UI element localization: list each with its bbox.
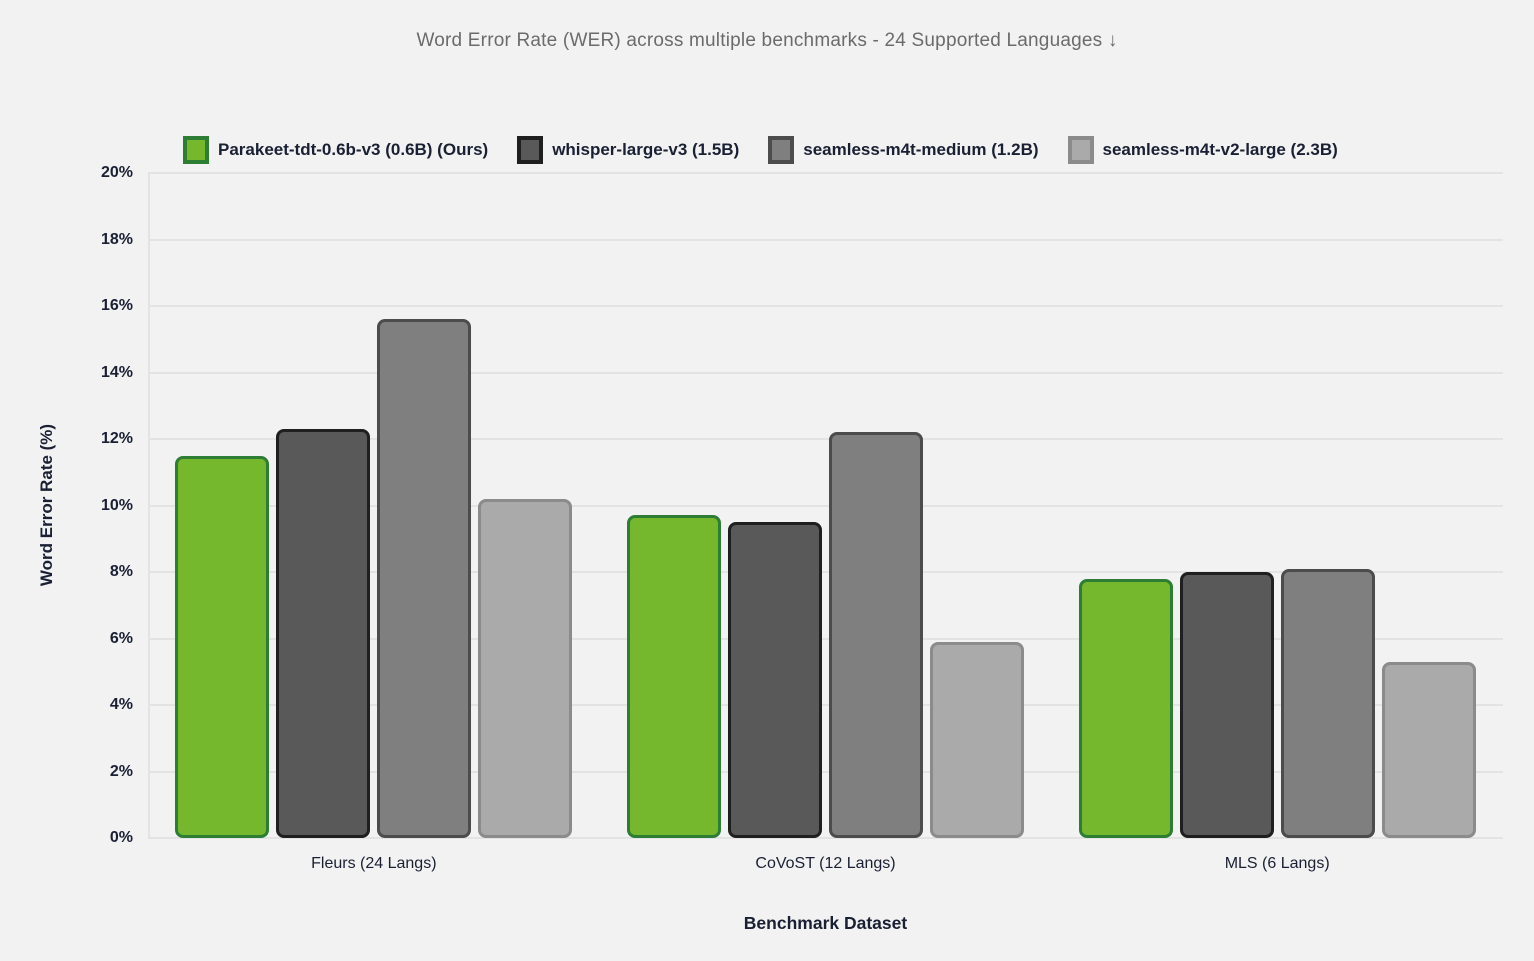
bar — [829, 432, 923, 838]
bar — [627, 515, 721, 838]
gridline — [148, 770, 1503, 773]
bar — [276, 429, 371, 838]
legend-item: seamless-m4t-v2-large (2.3B) — [1067, 136, 1338, 164]
bar-group — [148, 173, 600, 838]
bar — [478, 498, 573, 838]
legend-swatch-icon — [1067, 136, 1094, 164]
legend-swatch-icon — [768, 136, 795, 164]
bar-groups — [148, 173, 1503, 838]
x-tick-label: MLS (6 Langs) — [1224, 855, 1330, 872]
bar — [1179, 572, 1274, 838]
y-tick-label: 18% — [100, 230, 133, 248]
legend-swatch-icon — [183, 136, 209, 164]
legend: Parakeet-tdt-0.6b-v3 (0.6B) (Ours) whispe… — [183, 136, 1338, 164]
y-tick-label: 10% — [100, 496, 133, 514]
y-tick-label: 16% — [100, 297, 133, 314]
gridline — [148, 305, 1503, 307]
gridline — [148, 371, 1503, 374]
y-tick-label: 8% — [109, 563, 133, 580]
y-tick-label: 4% — [109, 696, 133, 713]
x-tick-label: CoVoST (12 Langs) — [755, 855, 896, 872]
gridline — [148, 637, 1503, 640]
bar — [728, 522, 822, 838]
legend-item: seamless-m4t-medium (1.2B) — [768, 136, 1039, 164]
bar — [1381, 661, 1476, 838]
legend-label: whisper-large-v3 (1.5B) — [552, 140, 740, 159]
y-axis-ticks: 0% 2% 4% 6% 8% 10% 12% 14% 16% 18% 20% — [0, 164, 133, 846]
x-tick-label: Fleurs (24 Langs) — [311, 855, 437, 872]
x-axis-title: Benchmark Dataset — [743, 913, 908, 933]
legend-label: Parakeet-tdt-0.6b-v3 (0.6B) (Ours) — [218, 140, 489, 159]
bar-group — [600, 173, 1052, 838]
legend-item: whisper-large-v3 (1.5B) — [517, 136, 739, 164]
bar — [1280, 568, 1375, 838]
x-axis-labels: Fleurs (24 Langs) CoVoST (12 Langs) MLS (6… — [148, 855, 1503, 873]
gridline — [148, 172, 1503, 174]
bar — [175, 455, 270, 838]
y-tick-label: 2% — [109, 762, 133, 780]
bar — [1078, 578, 1173, 838]
y-tick-label: 20% — [100, 164, 133, 181]
plot-area — [148, 172, 1503, 839]
bar-group — [1051, 173, 1503, 838]
gridline — [148, 837, 1503, 839]
bar — [377, 319, 472, 838]
gridline — [148, 571, 1503, 573]
legend-label: seamless-m4t-v2-large (2.3B) — [1102, 140, 1338, 159]
chart-title: Word Error Rate (WER) across multiple be… — [416, 30, 1118, 51]
y-tick-label: 6% — [109, 629, 133, 647]
bar — [930, 641, 1024, 838]
legend-label: seamless-m4t-medium (1.2B) — [803, 140, 1039, 159]
y-tick-label: 0% — [109, 829, 133, 846]
legend-swatch-icon — [517, 136, 544, 164]
gridline — [148, 438, 1503, 440]
y-tick-label: 14% — [100, 363, 133, 381]
gridline — [148, 238, 1503, 241]
y-tick-label: 12% — [100, 430, 133, 447]
legend-item: Parakeet-tdt-0.6b-v3 (0.6B) (Ours) — [183, 136, 488, 164]
gridline — [148, 504, 1503, 507]
gridline — [148, 704, 1503, 706]
